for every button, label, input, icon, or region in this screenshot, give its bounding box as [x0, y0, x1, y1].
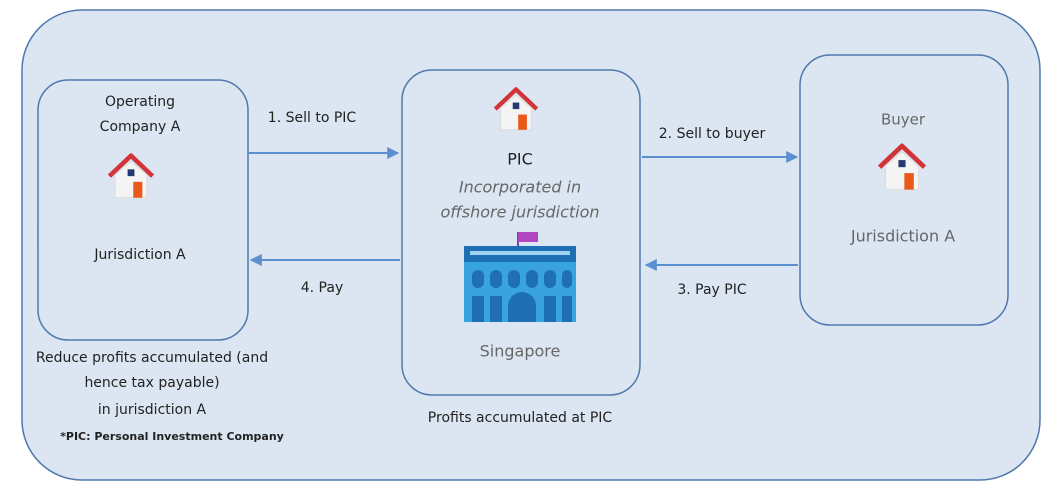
node-jurisdiction: Singapore [480, 342, 561, 361]
footnote: *PIC: Personal Investment Company [60, 430, 284, 443]
node-label: Operating [105, 94, 175, 110]
node-label: Buyer [881, 111, 926, 129]
note: Profits accumulated at PIC [428, 410, 613, 426]
node-label: Company A [100, 119, 181, 135]
edge-label: 3. Pay PIC [677, 282, 747, 298]
node-jurisdiction: Jurisdiction A [850, 227, 955, 246]
node-subtitle: offshore jurisdiction [440, 203, 599, 222]
node-label: PIC [507, 150, 533, 169]
edge-label: 2. Sell to buyer [659, 126, 766, 142]
note: in jurisdiction A [98, 402, 207, 418]
node-jurisdiction: Jurisdiction A [93, 247, 186, 263]
note: Reduce profits accumulated (and [36, 350, 268, 366]
node-subtitle: Incorporated in [459, 178, 581, 197]
node-box [37, 79, 249, 341]
edge-label: 4. Pay [301, 280, 344, 296]
building-icon [464, 232, 576, 322]
edge-label: 1. Sell to PIC [268, 110, 357, 126]
note: hence tax payable) [84, 375, 219, 391]
